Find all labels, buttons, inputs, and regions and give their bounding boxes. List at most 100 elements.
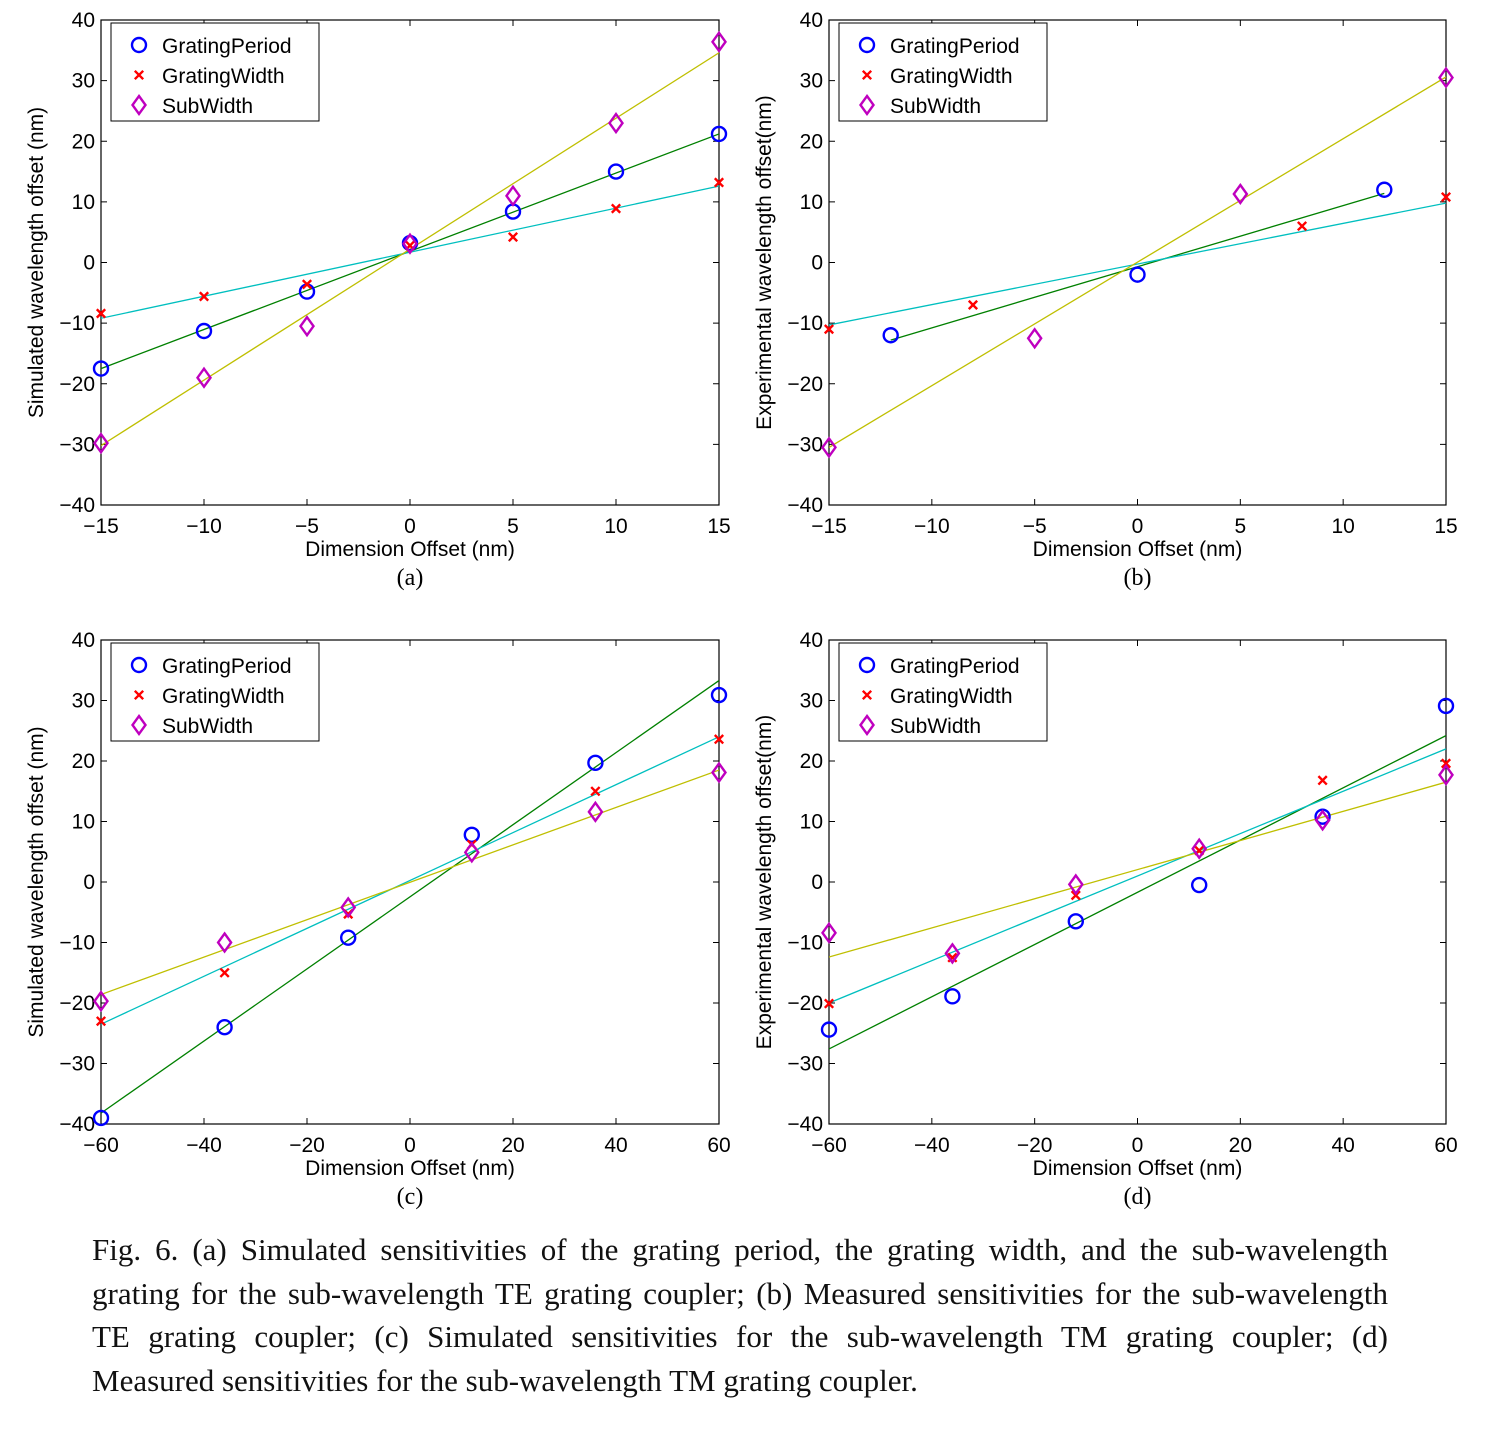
x-tick-label: 15 xyxy=(707,515,730,538)
data-point-subwidth xyxy=(1232,182,1249,206)
data-point-subwidth xyxy=(1067,873,1084,896)
legend-marker-gratingwidth xyxy=(133,689,145,701)
y-tick-label: −10 xyxy=(59,932,95,955)
y-tick-label: 0 xyxy=(811,871,823,894)
fit-line-gratingwidth xyxy=(829,748,1446,1004)
x-tick-label: −10 xyxy=(186,515,222,538)
fit-line-gratingwidth xyxy=(101,736,719,1025)
x-tick-label: −5 xyxy=(1023,515,1047,538)
data-point-gratingwidth xyxy=(219,967,230,978)
data-point-gratingperiod xyxy=(340,929,357,946)
y-tick-label: −30 xyxy=(787,1053,823,1076)
legend-marker-gratingwidth xyxy=(133,69,145,81)
fit-line-gratingperiod xyxy=(101,680,719,1114)
data-point-gratingperiod xyxy=(820,1021,838,1038)
x-tick-label: 0 xyxy=(1132,1134,1144,1157)
y-tick-label: 10 xyxy=(800,811,823,834)
legend-entry-gratingperiod: GratingPeriod xyxy=(162,655,292,678)
data-point-gratingperiod xyxy=(944,988,961,1005)
y-tick-label: −20 xyxy=(787,992,823,1015)
legend-marker-subwidth xyxy=(131,713,147,737)
x-axis-title: Dimension Offset (nm) xyxy=(305,1157,515,1180)
data-point-gratingwidth xyxy=(507,231,519,243)
x-tick-label: −15 xyxy=(83,515,119,538)
panel-label: (d) xyxy=(1124,1184,1152,1210)
panel-label: (c) xyxy=(397,1184,424,1210)
x-tick-label: 10 xyxy=(1331,515,1354,538)
legend-entry-gratingperiod: GratingPeriod xyxy=(890,35,1020,58)
x-tick-label: 20 xyxy=(501,1134,524,1157)
legend-entry-subwidth: SubWidth xyxy=(890,715,981,738)
data-point-gratingperiod xyxy=(1190,876,1208,894)
fit-line-subwidth xyxy=(101,769,719,996)
panel-label: (b) xyxy=(1124,565,1152,591)
data-point-subwidth xyxy=(1314,809,1331,832)
data-point-gratingwidth xyxy=(1317,775,1328,786)
data-point-subwidth xyxy=(1191,837,1208,860)
data-point-gratingperiod xyxy=(587,754,604,772)
data-point-gratingperiod xyxy=(92,1109,110,1127)
fit-line-gratingwidth xyxy=(829,202,1446,326)
data-point-gratingperiod xyxy=(1376,181,1393,198)
chart-panel-1: −15 −10 −5 0 5 10 15 −40 −30 −20 −10 0 10 20 30 40 Dimen… xyxy=(25,9,731,591)
x-tick-label: 0 xyxy=(404,515,416,538)
data-point-subwidth xyxy=(216,931,233,954)
panel-label: (a) xyxy=(397,565,424,591)
x-tick-label: −15 xyxy=(811,515,847,538)
y-tick-label: −30 xyxy=(787,433,823,456)
data-point-subwidth xyxy=(711,761,727,784)
data-point-subwidth xyxy=(299,315,315,338)
y-tick-label: 0 xyxy=(811,252,823,275)
data-point-gratingwidth xyxy=(1440,758,1452,769)
data-point-gratingwidth xyxy=(1440,191,1452,203)
y-tick-label: 40 xyxy=(800,629,823,652)
data-point-subwidth xyxy=(402,232,418,255)
data-point-subwidth xyxy=(1026,327,1043,350)
figure-caption: Fig. 6. (a) Simulated sensitivities of t… xyxy=(92,1232,1388,1398)
y-tick-label: −10 xyxy=(787,312,823,335)
x-tick-label: 0 xyxy=(1132,515,1144,538)
data-point-subwidth xyxy=(340,896,357,919)
plot-area xyxy=(101,680,719,1114)
data-point-gratingwidth xyxy=(823,998,835,1009)
data-point-gratingwidth xyxy=(198,291,210,302)
x-tick-label: 40 xyxy=(604,1134,627,1157)
y-tick-label: −20 xyxy=(59,373,95,396)
x-tick-label: −20 xyxy=(289,1134,325,1157)
legend-marker-gratingwidth xyxy=(861,689,873,701)
plot-area xyxy=(829,76,1446,448)
legend-marker-gratingwidth xyxy=(861,69,873,81)
data-point-gratingperiod xyxy=(607,163,625,180)
x-tick-label: −60 xyxy=(811,1134,847,1157)
x-tick-label: 5 xyxy=(507,515,519,538)
x-tick-label: 40 xyxy=(1331,1134,1354,1157)
y-tick-label: 10 xyxy=(800,191,823,214)
data-point-gratingwidth xyxy=(95,1016,107,1027)
x-tick-label: 15 xyxy=(1434,515,1457,538)
x-axis-title: Dimension Offset (nm) xyxy=(1033,1157,1243,1180)
y-tick-label: 0 xyxy=(83,871,95,894)
data-point-gratingperiod xyxy=(1437,697,1455,715)
x-tick-label: −10 xyxy=(914,515,950,538)
x-tick-label: 10 xyxy=(604,515,627,538)
y-tick-label: −20 xyxy=(59,992,95,1015)
data-point-gratingperiod xyxy=(1067,913,1085,930)
legend-marker-subwidth xyxy=(131,93,147,117)
data-point-gratingperiod xyxy=(92,360,110,377)
data-point-subwidth xyxy=(821,921,837,944)
legend-entry-subwidth: SubWidth xyxy=(162,95,253,118)
x-tick-label: −40 xyxy=(186,1134,222,1157)
legend-entry-gratingperiod: GratingPeriod xyxy=(162,35,292,58)
x-tick-label: 20 xyxy=(1229,1134,1252,1157)
legend-entry-gratingwidth: GratingWidth xyxy=(162,685,285,708)
fit-line-subwidth xyxy=(829,76,1446,448)
fit-line-subwidth xyxy=(829,781,1446,958)
y-axis-title: Experimental wavelength offset(nm) xyxy=(753,715,776,1050)
data-point-gratingwidth xyxy=(713,734,725,745)
data-point-subwidth xyxy=(944,942,961,965)
y-tick-label: 30 xyxy=(800,70,823,93)
data-point-gratingperiod xyxy=(710,686,728,704)
y-tick-label: −30 xyxy=(59,433,95,456)
y-tick-label: 10 xyxy=(72,811,95,834)
data-point-subwidth xyxy=(505,184,521,207)
